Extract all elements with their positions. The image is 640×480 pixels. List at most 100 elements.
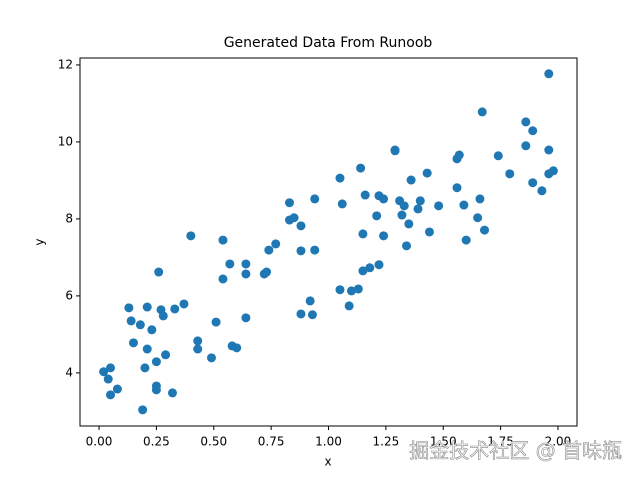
x-tick-label: 1.25 bbox=[373, 435, 400, 449]
point bbox=[424, 227, 434, 237]
point bbox=[544, 69, 554, 79]
x-tick-label: 1.75 bbox=[487, 435, 514, 449]
point bbox=[477, 107, 487, 117]
point bbox=[379, 231, 389, 241]
point bbox=[480, 225, 490, 235]
point bbox=[103, 374, 113, 384]
point bbox=[493, 151, 503, 161]
point bbox=[358, 266, 368, 276]
point bbox=[310, 245, 320, 255]
x-axis-label: x bbox=[324, 455, 331, 469]
point bbox=[218, 235, 228, 245]
point bbox=[289, 213, 299, 223]
point bbox=[218, 274, 228, 284]
point bbox=[99, 367, 109, 377]
point bbox=[360, 190, 370, 200]
point bbox=[454, 150, 464, 160]
point bbox=[151, 385, 161, 395]
y-tick-label: 10 bbox=[58, 134, 73, 148]
point bbox=[296, 309, 306, 319]
point bbox=[505, 169, 515, 179]
point bbox=[305, 296, 315, 306]
point bbox=[521, 141, 531, 151]
point bbox=[422, 168, 432, 178]
point bbox=[262, 267, 272, 277]
point bbox=[475, 194, 485, 204]
point bbox=[356, 163, 366, 173]
point bbox=[128, 338, 138, 348]
x-tick-label: 0.75 bbox=[258, 435, 285, 449]
point bbox=[170, 304, 180, 314]
point bbox=[158, 311, 168, 321]
point bbox=[138, 405, 148, 415]
point bbox=[271, 239, 281, 249]
x-tick-label: 2.00 bbox=[545, 435, 572, 449]
x-tick-label: 0.50 bbox=[200, 435, 227, 449]
point bbox=[284, 198, 294, 208]
point bbox=[193, 336, 203, 346]
point bbox=[124, 303, 134, 313]
y-tick-label: 8 bbox=[65, 211, 73, 225]
point bbox=[151, 357, 161, 367]
point bbox=[179, 299, 189, 309]
point bbox=[452, 183, 462, 193]
point bbox=[399, 201, 409, 211]
point bbox=[211, 317, 221, 327]
point bbox=[147, 325, 157, 335]
point bbox=[434, 201, 444, 211]
point bbox=[154, 267, 164, 277]
point bbox=[142, 344, 152, 354]
point bbox=[193, 344, 203, 354]
plot-frame bbox=[79, 57, 578, 427]
point bbox=[353, 284, 363, 294]
point bbox=[335, 285, 345, 295]
y-axis-label: y bbox=[33, 238, 47, 245]
point bbox=[390, 146, 400, 156]
point bbox=[379, 194, 389, 204]
point bbox=[402, 241, 412, 251]
point bbox=[140, 363, 150, 373]
point bbox=[264, 245, 274, 255]
point bbox=[365, 263, 375, 273]
point bbox=[296, 246, 306, 256]
point bbox=[335, 173, 345, 183]
point bbox=[473, 213, 483, 223]
point bbox=[461, 235, 471, 245]
point bbox=[374, 260, 384, 270]
point bbox=[186, 231, 196, 241]
x-tick-label: 1.00 bbox=[315, 435, 342, 449]
point bbox=[397, 210, 407, 220]
point bbox=[296, 221, 306, 231]
point bbox=[544, 145, 554, 155]
point bbox=[161, 350, 171, 360]
point bbox=[404, 219, 414, 229]
chart-title: Generated Data From Runoob bbox=[224, 35, 433, 51]
point bbox=[528, 126, 538, 136]
point bbox=[358, 229, 368, 239]
point bbox=[241, 259, 251, 269]
y-tick-label: 6 bbox=[65, 288, 73, 302]
point bbox=[206, 353, 216, 363]
point bbox=[167, 388, 177, 398]
point bbox=[310, 194, 320, 204]
point bbox=[548, 166, 558, 176]
point bbox=[459, 200, 469, 210]
x-tick-label: 0.25 bbox=[143, 435, 170, 449]
point bbox=[346, 286, 356, 296]
point bbox=[537, 186, 547, 196]
point bbox=[521, 117, 531, 127]
x-tick-label: 1.50 bbox=[430, 435, 457, 449]
y-tick-label: 12 bbox=[58, 57, 73, 71]
point bbox=[406, 175, 416, 185]
point bbox=[337, 199, 347, 209]
point bbox=[106, 390, 116, 400]
point bbox=[307, 310, 317, 320]
point bbox=[225, 259, 235, 269]
point bbox=[344, 301, 354, 311]
y-tick-label: 4 bbox=[65, 365, 73, 379]
point bbox=[413, 204, 423, 214]
point bbox=[415, 196, 425, 206]
point bbox=[528, 178, 538, 188]
